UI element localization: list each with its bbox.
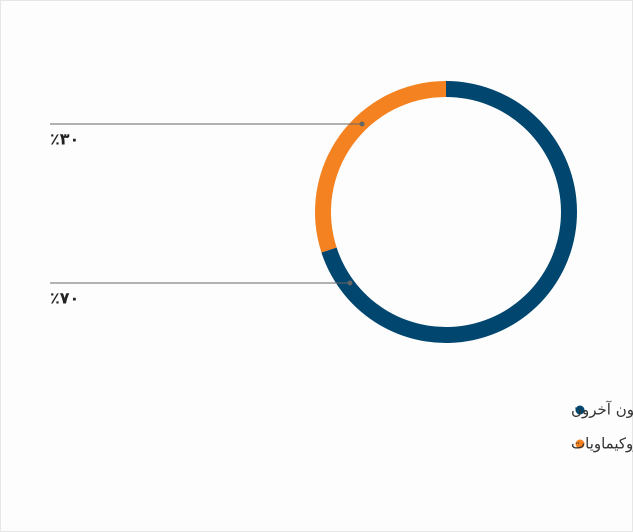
legend-marker <box>575 405 585 415</box>
leader-dot <box>347 280 353 286</box>
legend-label: شركة الصحراء للبتروكيماويات <box>571 435 633 453</box>
donut-slice <box>314 81 446 253</box>
legend-label: مساهمون آخرون <box>571 401 633 419</box>
leader-dot <box>359 121 365 127</box>
value-label: ٪٣٠ <box>50 130 79 149</box>
legend-marker <box>575 439 585 449</box>
value-label: ٪٧٠ <box>50 289 79 308</box>
